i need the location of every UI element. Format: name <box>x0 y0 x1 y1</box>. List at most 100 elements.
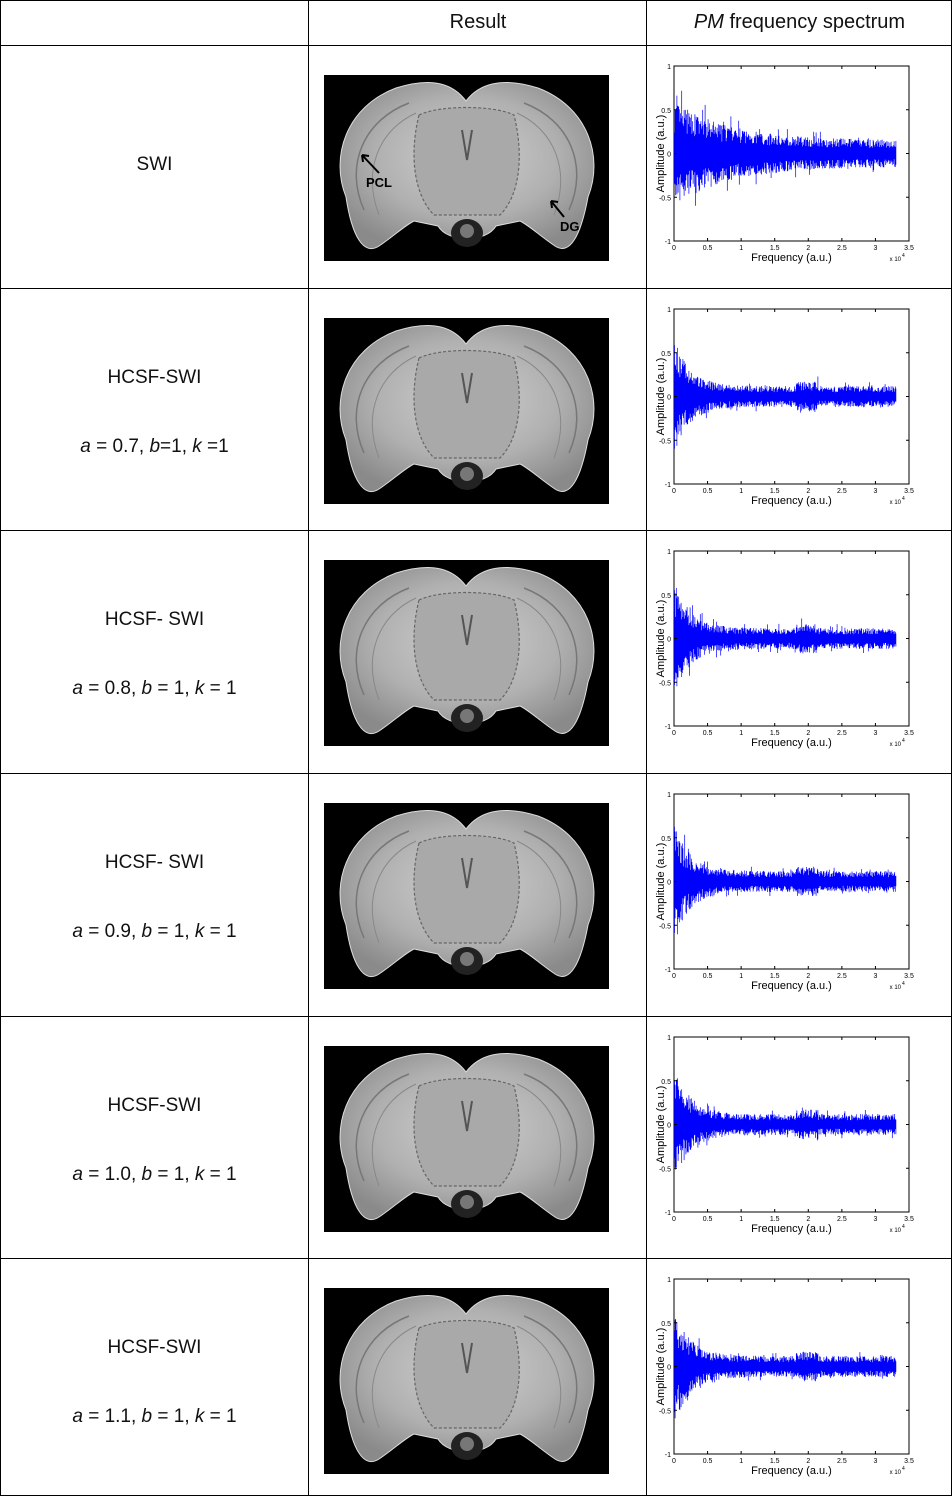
y-tick-label: 0.5 <box>661 836 671 843</box>
parameter-symbol: a <box>72 921 83 942</box>
x-tick-label: 2.5 <box>837 973 847 980</box>
x-tick-label: 2.5 <box>837 1458 847 1465</box>
y-tick-label: 1 <box>667 1277 671 1284</box>
brain-structure <box>414 836 519 944</box>
table-row: HCSF-SWIa = 1.0, b = 1, k = 1-1-0.500.51… <box>1 1016 951 1259</box>
parameter-value: = 1, <box>152 1164 195 1185</box>
result-cell <box>308 289 647 531</box>
parameter-symbol: k <box>195 921 205 942</box>
parameter-symbol: a <box>80 436 91 457</box>
y-tick-label: 0 <box>667 637 671 644</box>
axis-multiplier-exponent: 4 <box>902 496 905 502</box>
x-tick-label: 0.5 <box>703 245 713 252</box>
parameter-symbol: a <box>72 678 83 699</box>
x-tick-label: 0.5 <box>703 730 713 737</box>
x-tick-label: 2 <box>806 730 810 737</box>
parameter-symbol: k <box>195 1406 205 1427</box>
y-tick-label: -0.5 <box>659 1166 671 1173</box>
x-tick-label: 3.5 <box>904 730 914 737</box>
y-axis-label: Amplitude (a.u.) <box>655 1328 667 1406</box>
table-row: HCSF- SWIa = 0.9, b = 1, k = 1-1-0.500.5… <box>1 773 951 1017</box>
parameter-value: =1, <box>160 436 192 457</box>
brain-image <box>324 560 609 746</box>
parameter-value: = 0.9, <box>83 921 142 942</box>
y-tick-label: -0.5 <box>659 1408 671 1415</box>
y-tick-label: -0.5 <box>659 680 671 687</box>
spectrum-plot: -1-0.500.5100.511.522.533.5Frequency (a.… <box>647 774 952 1015</box>
axis-multiplier: x 10 <box>890 1228 902 1234</box>
axis-multiplier-exponent: 4 <box>902 981 905 987</box>
x-tick-label: 3.5 <box>904 1458 914 1465</box>
y-tick-label: 0.5 <box>661 593 671 600</box>
y-tick-label: 0 <box>667 395 671 402</box>
x-tick-label: 3.5 <box>904 245 914 252</box>
x-tick-label: 1 <box>739 1216 743 1223</box>
y-axis-label: Amplitude (a.u.) <box>655 358 667 436</box>
x-tick-label: 3.5 <box>904 488 914 495</box>
x-tick-label: 3 <box>873 1216 877 1223</box>
x-tick-label: 1.5 <box>770 488 780 495</box>
x-tick-label: 1 <box>739 1458 743 1465</box>
y-tick-label: -0.5 <box>659 438 671 445</box>
brain-structure <box>414 1321 519 1429</box>
method-name: HCSF-SWI <box>1 1095 308 1117</box>
x-tick-label: 0.5 <box>703 1216 713 1223</box>
result-cell <box>308 774 647 1017</box>
method-name: HCSF-SWI <box>1 367 308 389</box>
x-tick-label: 3 <box>873 488 877 495</box>
x-tick-label: 2.5 <box>837 730 847 737</box>
brain-image <box>324 803 609 989</box>
spectrum-cell: -1-0.500.5100.511.522.533.5Frequency (a.… <box>646 46 952 289</box>
x-tick-label: 0.5 <box>703 488 713 495</box>
y-tick-label: 0 <box>667 1123 671 1130</box>
y-axis-label: Amplitude (a.u.) <box>655 600 667 678</box>
ventricle <box>460 1437 474 1451</box>
parameter-symbol: k <box>192 436 202 457</box>
x-axis-label: Frequency (a.u.) <box>751 1223 832 1235</box>
parameter-value: = 1 <box>204 1406 236 1427</box>
header-text: frequency spectrum <box>724 11 905 33</box>
x-tick-label: 2.5 <box>837 488 847 495</box>
method-name: HCSF-SWI <box>1 1337 308 1359</box>
brain-image <box>324 318 609 504</box>
table-row: HCSF-SWIa = 1.1, b = 1, k = 1-1-0.500.51… <box>1 1258 951 1496</box>
parameter-value: = 1 <box>204 678 236 699</box>
y-tick-label: -1 <box>665 967 671 974</box>
header-cell: Result <box>308 0 647 45</box>
label-cell: HCSF- SWIa = 0.9, b = 1, k = 1 <box>1 774 308 1017</box>
brain-structure <box>414 351 519 459</box>
parameter-value: = 0.8, <box>83 678 142 699</box>
spectrum-waveform <box>675 345 896 448</box>
spectrum-waveform <box>675 827 896 935</box>
parameter-symbol: b <box>142 678 153 699</box>
parameter-value: = 1 <box>204 921 236 942</box>
x-axis-label: Frequency (a.u.) <box>751 980 832 992</box>
x-tick-label: 3 <box>873 730 877 737</box>
x-axis-label: Frequency (a.u.) <box>751 495 832 507</box>
parameter-symbol: b <box>142 921 153 942</box>
x-tick-label: 3.5 <box>904 973 914 980</box>
axis-multiplier-exponent: 4 <box>902 1224 905 1230</box>
label-cell: HCSF-SWIa = 1.1, b = 1, k = 1 <box>1 1259 308 1496</box>
y-tick-label: 0 <box>667 1365 671 1372</box>
x-tick-label: 0 <box>672 1458 676 1465</box>
x-tick-label: 2 <box>806 1216 810 1223</box>
axis-multiplier-exponent: 4 <box>902 253 905 259</box>
result-cell <box>308 531 647 774</box>
parameter-symbol: b <box>142 1406 153 1427</box>
x-tick-label: 1.5 <box>770 730 780 737</box>
parameter-value: = 0.7, <box>91 436 150 457</box>
label-cell: SWI <box>1 46 308 289</box>
x-tick-label: 3.5 <box>904 1216 914 1223</box>
y-tick-label: 1 <box>667 792 671 799</box>
x-tick-label: 0.5 <box>703 973 713 980</box>
